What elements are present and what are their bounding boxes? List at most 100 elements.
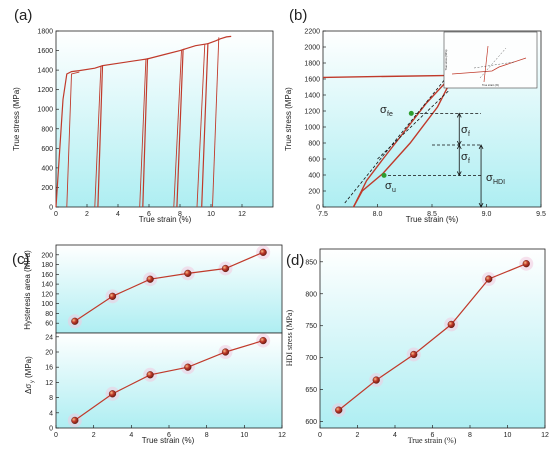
hysteresis-area-point <box>259 248 267 256</box>
x-tick-label: 2 <box>92 432 96 439</box>
panel-label-b: (b) <box>289 7 307 24</box>
stress-strain-curve-5 <box>201 35 232 208</box>
x-axis-label: True strain (%) <box>406 215 459 224</box>
sigma-hdi-label: σ <box>486 172 493 184</box>
delta-sigma-point <box>184 363 192 371</box>
x-tick-label: 9.0 <box>482 211 492 218</box>
y-tick-label: 20 <box>45 350 53 357</box>
panel-d-group: 600 650 700 750 800 850 0 2 4 6 8 10 12 (d) True strai… <box>285 248 549 445</box>
x-tick-label: 9.5 <box>536 211 546 218</box>
x-tick-label: 8.5 <box>427 211 437 218</box>
delta-sigma-point <box>108 390 117 398</box>
x-axis-label: True strain (%) <box>142 436 195 445</box>
inset-x-label: True strain (%) <box>482 83 499 87</box>
y-tick-label: 400 <box>308 173 320 180</box>
delta-sigma-point <box>71 416 79 425</box>
y-tick-label: 8 <box>49 395 53 402</box>
y-tick-label: 80 <box>45 311 53 318</box>
hdi-stress-point <box>447 320 455 329</box>
stress-strain-curve-11 <box>212 37 220 208</box>
x-tick-label: 4 <box>116 211 120 218</box>
panel-c-top-group: 60 80 100 120 140 160 180 200 (c)Hysteresis area… <box>12 244 283 334</box>
y-tick-label: 200 <box>41 252 53 259</box>
y-tick-label: 0 <box>49 205 53 212</box>
hysteresis-area-point <box>221 264 230 273</box>
y-tick-label: 200 <box>308 189 320 196</box>
inset-box <box>443 31 538 89</box>
x-tick-label: 2 <box>85 211 89 218</box>
y-tick-label: 1200 <box>304 109 320 116</box>
panel-label-c: (c) <box>12 251 30 268</box>
x-tick-label: 8.0 <box>373 211 383 218</box>
inset-curve <box>451 57 527 75</box>
y-tick-label: 12 <box>45 380 53 387</box>
hysteresis-area-line <box>74 251 264 322</box>
stress-strain-curve-6 <box>66 71 80 208</box>
y-tick-label: 600 <box>308 157 320 164</box>
delta-sigma-line <box>74 340 264 421</box>
y-tick-label: 16 <box>45 365 53 372</box>
y-tick-label: 1200 <box>37 87 53 94</box>
sigma-fe-marker <box>408 110 414 116</box>
x-tick-label: 6 <box>431 432 435 439</box>
hdi-stress-point <box>372 376 380 384</box>
sigma-hdi-arrow-tail <box>478 144 484 150</box>
stress-strain-curve-4 <box>176 43 208 208</box>
inset-dashed-2 <box>479 47 507 79</box>
y-axis-subscript: y <box>30 380 36 383</box>
y-axis-label: True stress (MPa) <box>12 87 21 151</box>
stress-strain-curve-9 <box>173 50 182 208</box>
y-tick-label: 0 <box>316 205 320 212</box>
y-axis-symbol: Δσ <box>24 384 33 394</box>
dashed-fit-line-1 <box>344 74 449 204</box>
y-tick-label: 4 <box>49 410 53 417</box>
y-tick-label: 1800 <box>37 29 53 36</box>
x-tick-label: 7.5 <box>318 211 328 218</box>
delta-sigma-point <box>146 371 154 379</box>
y-tick-label: 180 <box>41 262 53 269</box>
hysteresis-area-point <box>184 269 192 277</box>
panel-d-plot-area <box>319 248 546 429</box>
y-tick-label: 100 <box>41 301 53 308</box>
y-tick-label: 800 <box>305 291 317 298</box>
panel-a-group: 0 200 400 600 800 1000 1200 1400 1600 1800 0 2 4 6 8 10… <box>12 7 274 224</box>
hysteresis-area-point <box>71 317 79 325</box>
sigma-fe-label-subscript: fe <box>387 111 393 118</box>
hdi-stress-point <box>522 260 530 268</box>
sigma-f-lower-label: σ <box>461 151 468 163</box>
dashed-fit-line-2 <box>377 90 449 160</box>
sigma-f-upper-arrow-tail <box>456 112 462 118</box>
x-tick-label: 0 <box>54 211 58 218</box>
x-tick-label: 8 <box>205 432 209 439</box>
y-axis-label: True stress (MPa) <box>284 87 293 151</box>
y-tick-label: 1600 <box>37 48 53 55</box>
sigma-f-upper-label-subscript: f <box>468 131 470 138</box>
sigma-f-lower-label-subscript: f <box>468 158 470 165</box>
panel-label-d: (d) <box>286 252 304 269</box>
sigma-f-lower-arrow-head <box>456 171 462 177</box>
x-tick-label: 4 <box>129 432 133 439</box>
y-tick-label: 400 <box>41 165 53 172</box>
stress-strain-curve-8 <box>139 59 147 208</box>
stress-strain-curve-3 <box>142 48 185 208</box>
y-tick-label: 1400 <box>304 93 320 100</box>
sigma-hdi-arrow-head <box>478 202 484 208</box>
y-tick-label: 2000 <box>304 45 320 52</box>
delta-sigma-point <box>221 348 230 356</box>
y-tick-label: 1400 <box>37 68 53 75</box>
sigma-hdi-label-subscript: HDI <box>493 179 505 186</box>
hdi-stress-point <box>410 350 418 359</box>
x-axis-label: True strain (%) <box>139 215 192 224</box>
y-tick-label: 60 <box>45 321 53 328</box>
y-tick-label: 140 <box>41 282 53 289</box>
y-tick-label: 1800 <box>304 61 320 68</box>
sigma-f-lower-arrow-tail <box>456 144 462 150</box>
x-tick-label: 12 <box>278 432 286 439</box>
x-tick-label: 4 <box>393 432 397 439</box>
sigma-fe-label: σ <box>380 104 387 116</box>
y-axis-label: Hysteresis area (MPa) <box>23 250 32 330</box>
sigma-f-upper-label: σ <box>461 124 468 136</box>
hdi-stress-line <box>338 263 527 411</box>
x-tick-label: 6 <box>147 211 151 218</box>
y-tick-label: 2200 <box>304 29 320 36</box>
